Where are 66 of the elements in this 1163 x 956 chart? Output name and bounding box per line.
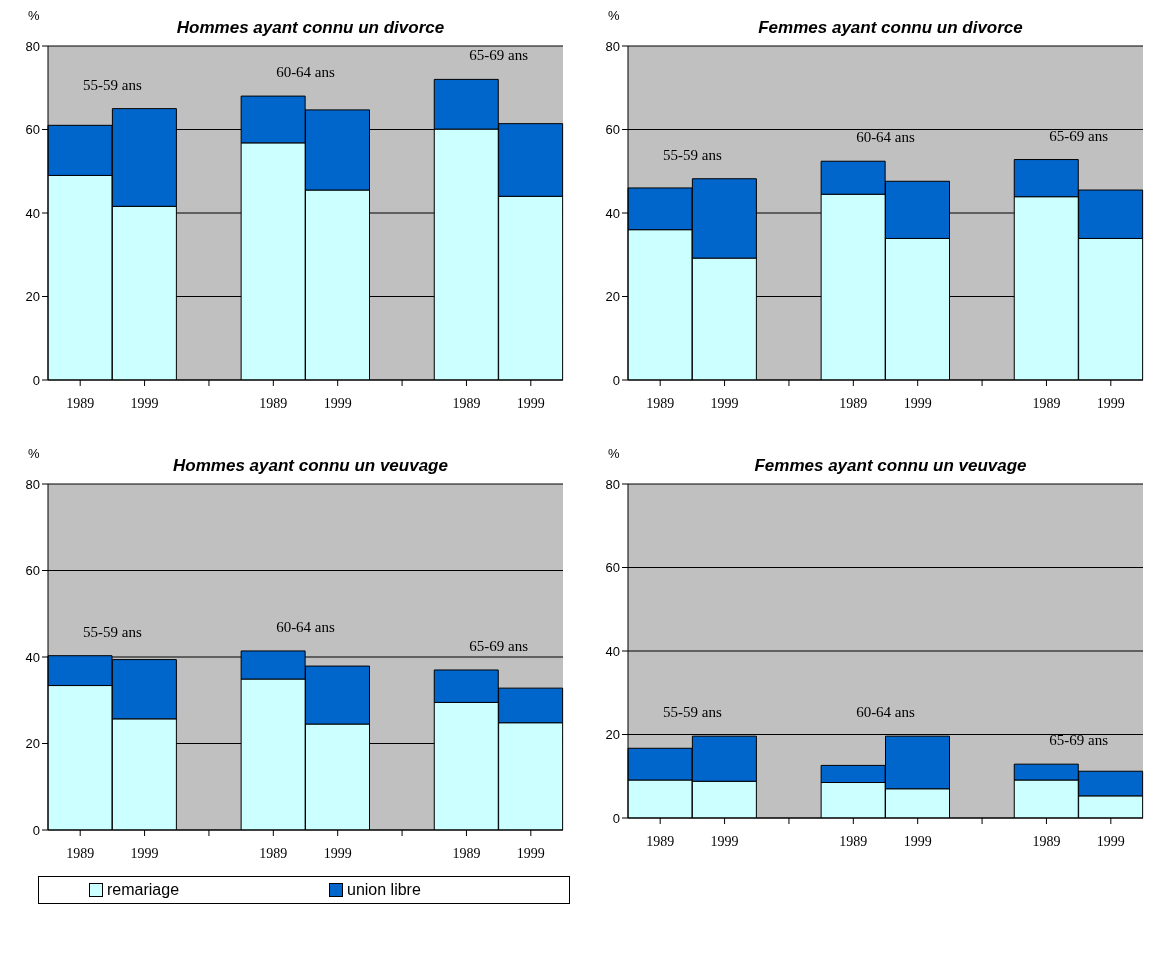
legend-label: union libre [347,881,421,899]
x-tick-label: 1989 [1032,395,1061,411]
y-tick-label: 80 [605,476,620,492]
x-tick-label: 1999 [516,845,545,861]
y-axis-title: % [608,446,620,461]
y-tick-label: 0 [612,810,620,826]
y-tick-label: 0 [612,372,620,388]
annotation: 55-59 ans [663,704,722,721]
x-tick-label: 1999 [903,395,932,411]
y-tick-label: 60 [605,122,620,138]
y-tick-label: 0 [32,372,40,388]
x-tick-label: 1989 [452,395,481,411]
annotation: 65-69 ans [469,637,529,654]
chart-title: Femmes ayant connu un veuvage [754,456,1027,475]
y-tick-label: 60 [25,563,40,579]
x-tick-label: 1989 [1032,833,1061,849]
x-tick-label: 1999 [516,395,545,411]
chart-title: Femmes ayant connu un divorce [758,18,1023,37]
y-axis-title: % [608,8,620,23]
annotation: 55-59 ans [83,623,142,640]
y-tick-label: 40 [605,205,620,221]
y-tick-label: 20 [605,289,620,305]
x-tick-label: 1989 [259,395,288,411]
x-tick-label: 1989 [452,845,481,861]
x-tick-label: 1999 [323,845,352,861]
y-tick-label: 80 [25,38,40,54]
x-tick-label: 1999 [130,845,159,861]
x-tick-label: 1999 [323,395,352,411]
annotation: 60-64 ans [276,618,336,635]
y-tick-label: 20 [25,736,40,752]
chart-title: Hommes ayant connu un divorce [176,18,445,37]
x-tick-label: 1999 [710,833,739,849]
y-tick-label: 20 [605,727,620,743]
x-tick-label: 1989 [646,833,675,849]
y-tick-label: 0 [32,822,40,838]
x-tick-label: 1999 [903,833,932,849]
x-tick-label: 1999 [1096,395,1125,411]
y-tick-label: 80 [605,38,620,54]
y-axis-title: % [28,8,40,23]
annotation: 65-69 ans [1049,127,1109,144]
x-tick-label: 1999 [710,395,739,411]
annotation: 55-59 ans [663,146,722,163]
annotation: 60-64 ans [856,129,916,146]
x-tick-label: 1989 [259,845,288,861]
y-tick-label: 40 [25,649,40,665]
x-tick-label: 1989 [839,395,868,411]
annotation: 60-64 ans [276,64,336,81]
x-tick-label: 1999 [1096,833,1125,849]
y-tick-label: 20 [25,289,40,305]
x-tick-label: 1989 [646,395,675,411]
annotation: 55-59 ans [83,76,142,93]
x-tick-label: 1989 [66,845,95,861]
x-tick-label: 1999 [130,395,159,411]
annotation: 65-69 ans [469,47,529,64]
x-tick-label: 1989 [66,395,95,411]
y-tick-label: 80 [25,476,40,492]
y-tick-label: 40 [25,205,40,221]
y-axis-title: % [28,446,40,461]
annotation: 65-69 ans [1049,732,1109,749]
y-tick-label: 60 [605,560,620,576]
annotation: 60-64 ans [856,704,916,721]
y-tick-label: 60 [25,122,40,138]
legend-label: remariage [107,881,180,899]
chart-title: Hommes ayant connu un veuvage [173,456,448,475]
x-tick-label: 1989 [839,833,868,849]
y-tick-label: 40 [605,643,620,659]
